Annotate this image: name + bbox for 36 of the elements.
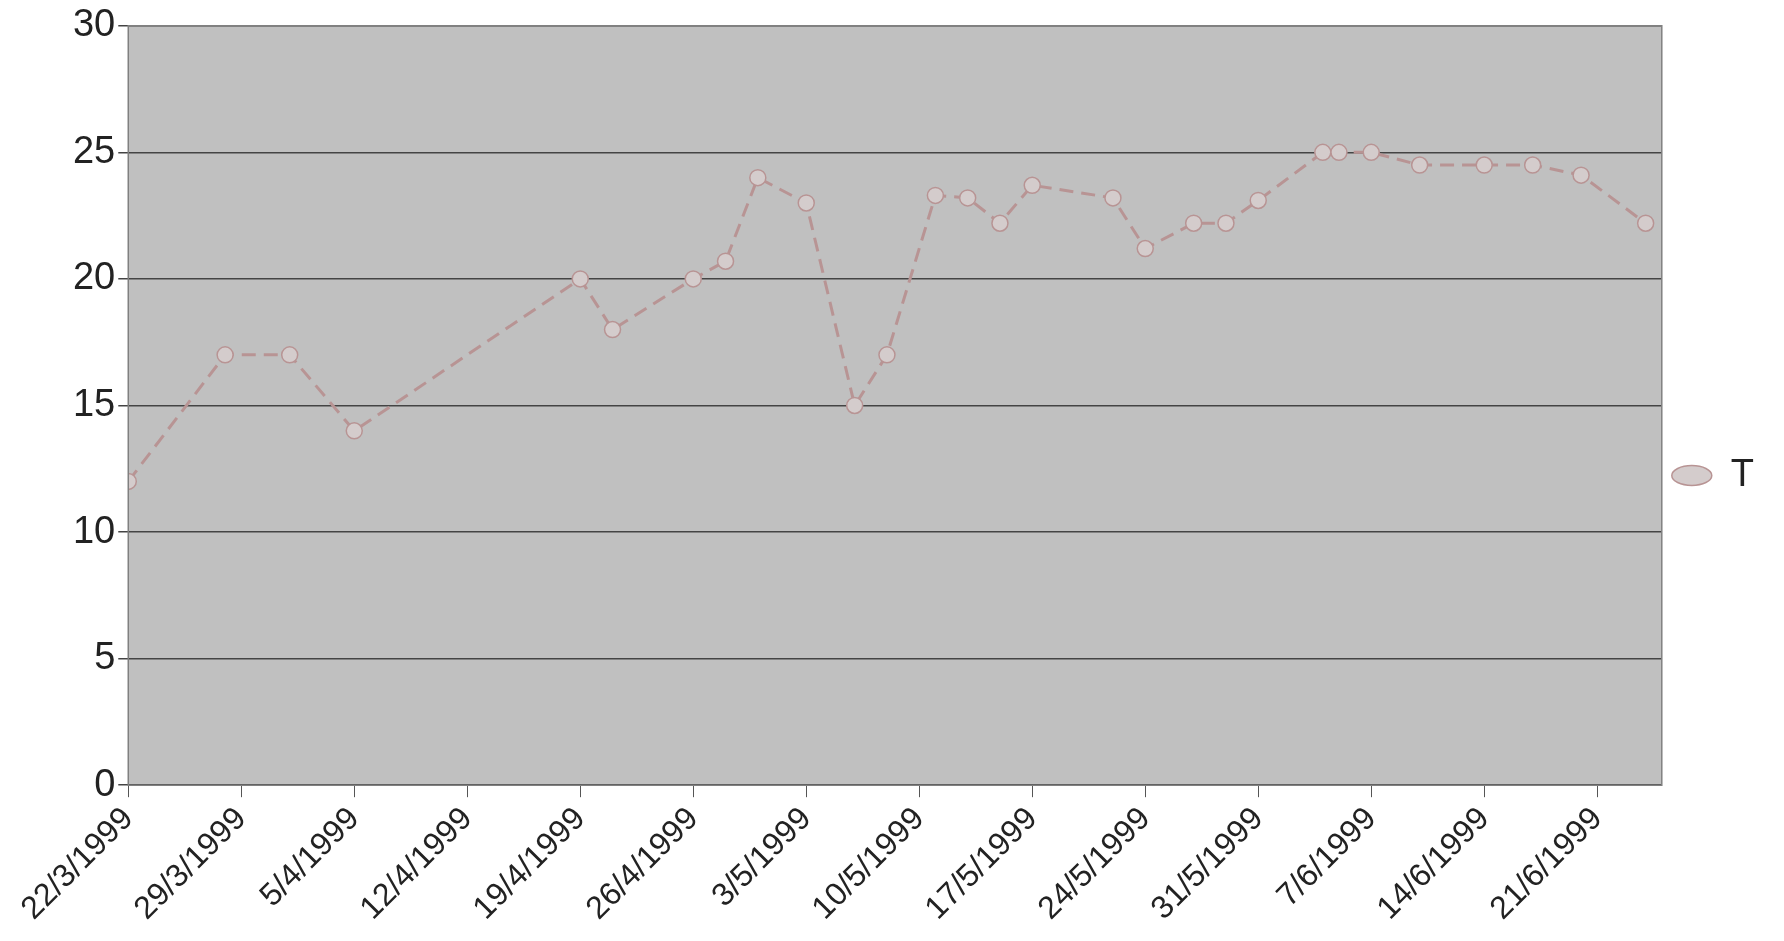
point: [1217, 214, 1235, 232]
point: [1572, 166, 1590, 184]
point: [845, 396, 864, 415]
point: [991, 214, 1009, 232]
point: [603, 320, 622, 339]
point: [1523, 156, 1542, 174]
y-tick-label: 20: [72, 255, 116, 298]
point: [1410, 156, 1429, 174]
y-tick-label: 30: [72, 2, 116, 45]
point: [1249, 191, 1267, 210]
point: [878, 346, 896, 364]
point: [280, 346, 299, 364]
point: [1184, 214, 1203, 232]
point: [958, 189, 977, 207]
y-tick-label: 10: [72, 508, 116, 551]
legend-label: T: [1730, 451, 1755, 494]
point: [797, 194, 815, 212]
point: [1475, 156, 1493, 174]
y-tick-label: 5: [94, 635, 116, 678]
point: [1330, 143, 1348, 162]
point: [926, 186, 945, 205]
point: [345, 422, 364, 440]
point: [1023, 176, 1041, 195]
point: [216, 346, 234, 364]
point: [1136, 239, 1154, 258]
point: [749, 168, 767, 187]
point: [684, 270, 702, 288]
point: [571, 270, 589, 288]
y-tick-label: 0: [94, 761, 116, 804]
y-tick-label: 25: [72, 128, 116, 171]
point: [1314, 143, 1332, 162]
point: [1362, 143, 1380, 162]
point: [1104, 189, 1122, 207]
point: [1636, 214, 1655, 232]
point: [716, 252, 735, 270]
y-tick-label: 15: [72, 381, 116, 424]
